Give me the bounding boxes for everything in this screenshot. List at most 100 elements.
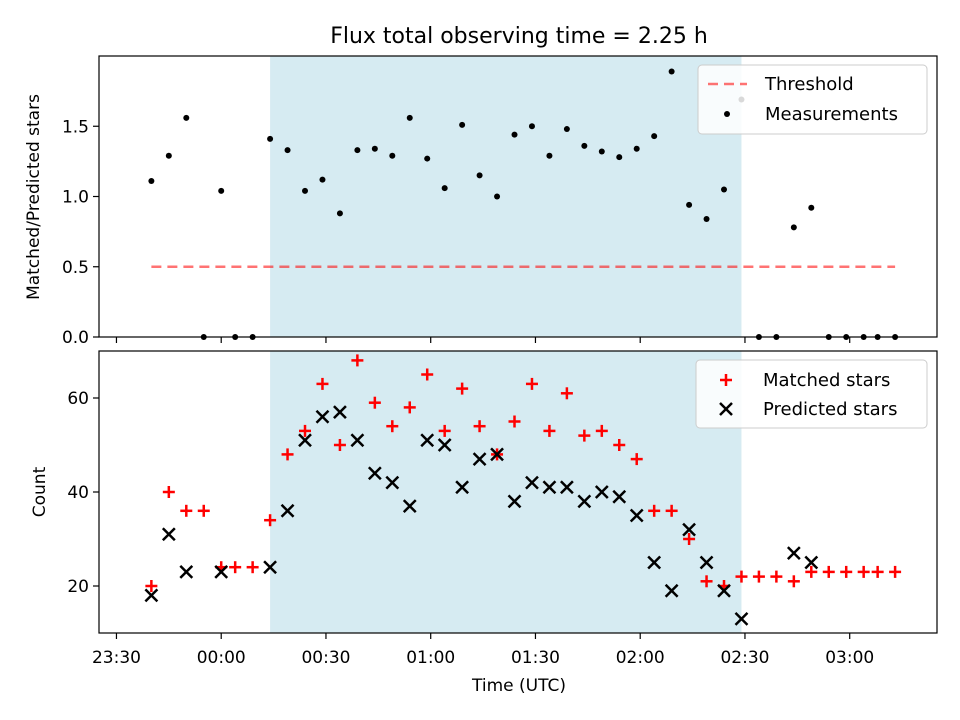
- measurement-point: [494, 193, 501, 200]
- predicted-stars-point-b: [315, 409, 330, 424]
- x-tick-label: 02:00: [616, 648, 665, 668]
- matched-stars-point: [386, 420, 399, 433]
- bottom-legend-box: [695, 359, 928, 429]
- predicted-stars-point-b: [612, 489, 627, 504]
- measurement-point: [459, 121, 466, 128]
- predicted-stars-point: [612, 489, 627, 504]
- y-tick-label: 60: [67, 389, 89, 409]
- measurement-point: [336, 210, 343, 217]
- predicted-stars-point: [577, 494, 592, 509]
- top-y-axis-label: Matched/Predicted stars: [24, 94, 44, 300]
- predicted-stars-point-b: [402, 499, 417, 513]
- matched-stars-point: [889, 565, 902, 578]
- bottom-x-axis: 23:30 00:00 00:30 01:00 01:30 02:00 02:30 03:00: [92, 633, 874, 668]
- measurement-point: [389, 152, 396, 159]
- predicted-stars-point: [472, 452, 487, 466]
- x-axis-label: Time (UTC): [471, 676, 566, 696]
- matched-stars-point: [145, 580, 158, 592]
- predicted-stars-point-b: [298, 433, 312, 448]
- measurement-point: [633, 145, 640, 152]
- predicted-stars-point-b: [559, 480, 574, 495]
- predicted-stars-point-b: [333, 405, 347, 419]
- measurement-point: [284, 147, 291, 154]
- matched-stars-point: [264, 514, 277, 527]
- predicted-stars-point: [786, 546, 801, 560]
- predicted-stars-point-b: [144, 588, 159, 603]
- matched-stars-point: [770, 570, 783, 583]
- predicted-stars-point: [214, 565, 229, 579]
- matched-stars-point: [351, 354, 364, 367]
- measurement-point: [476, 172, 483, 179]
- matched-stars-point: [683, 533, 696, 545]
- matched-stars-point: [197, 504, 210, 517]
- measurement-point: [424, 155, 431, 162]
- x-tick-label: 00:00: [197, 648, 246, 668]
- predicted-stars-legend-label: Predicted stars: [763, 399, 897, 420]
- measurement-point: [165, 152, 172, 159]
- matched-stars-point: [840, 565, 853, 578]
- predicted-stars-point-b: [263, 560, 277, 575]
- predicted-stars-point-b: [472, 452, 487, 466]
- measurement-point: [528, 123, 535, 130]
- predicted-stars-point: [629, 508, 644, 523]
- predicted-stars-point: [298, 433, 312, 448]
- predicted-stars-point: [402, 499, 417, 513]
- matched-stars-point: [665, 504, 678, 517]
- predicted-stars-point: [507, 494, 522, 509]
- predicted-stars-point-b: [214, 565, 229, 579]
- predicted-stars-point: [804, 555, 819, 570]
- predicted-stars-point: [664, 583, 679, 598]
- predicted-stars-point: [525, 475, 539, 490]
- top-panel: 0.0 0.5 1.0 1.5 Matched/Predicted stars Thr…: [24, 55, 938, 348]
- predicted-stars-point-b: [786, 546, 801, 560]
- matched-stars-point: [578, 429, 591, 442]
- predicted-stars-point: [717, 583, 731, 598]
- matched-stars-point: [871, 565, 884, 578]
- predicted-stars-point: [144, 588, 159, 603]
- measurement-point: [441, 185, 448, 192]
- star-count-points: [144, 354, 902, 626]
- matched-stars-point: [180, 504, 193, 517]
- predicted-stars-point-b: [385, 475, 400, 490]
- predicted-stars-point: [734, 612, 749, 626]
- matched-stars-point: [421, 368, 434, 381]
- predicted-stars-point: [179, 565, 194, 579]
- predicted-stars-point-b: [455, 480, 470, 495]
- matched-stars-point: [456, 382, 469, 395]
- measurement-point: [148, 178, 155, 185]
- x-tick-label: 01:30: [511, 648, 560, 668]
- measurement-point: [581, 142, 588, 149]
- measurement-point: [703, 215, 710, 222]
- measurement-point: [563, 126, 570, 133]
- matched-stars-point: [246, 561, 259, 574]
- measurement-point: [183, 114, 190, 121]
- measurement-point: [808, 204, 815, 211]
- matched-stars-point: [648, 504, 661, 517]
- predicted-stars-point: [594, 485, 609, 499]
- bottom-y-axis: 20 40 60: [67, 389, 99, 597]
- measurements-legend-swatch: [724, 111, 730, 117]
- measurement-point: [546, 152, 553, 159]
- observing-interval-shade-bottom: [270, 351, 742, 633]
- measurements-legend-label: Measurements: [765, 104, 898, 125]
- predicted-stars-point: [542, 480, 557, 495]
- predicted-stars-point-b: [734, 612, 749, 626]
- predicted-stars-point-b: [629, 508, 644, 523]
- predicted-stars-point: [333, 405, 347, 419]
- top-legend: Threshold Measurements: [697, 64, 928, 135]
- x-tick-label: 01:00: [406, 648, 455, 668]
- matched-stars-point: [162, 486, 175, 498]
- predicted-stars-point: [455, 480, 470, 495]
- measurement-point: [668, 68, 675, 75]
- measurement-point: [302, 187, 309, 194]
- predicted-stars-legend-swatch: [719, 402, 733, 416]
- predicted-stars-point: [682, 522, 696, 537]
- predicted-stars-point-b: [682, 522, 696, 537]
- x-tick-label: 02:30: [720, 648, 769, 668]
- matched-stars-point: [473, 420, 486, 433]
- measurement-point: [319, 176, 326, 183]
- matched-stars-point: [438, 424, 451, 437]
- matched-stars-legend-swatch: [720, 374, 732, 386]
- predicted-stars-point: [280, 503, 295, 518]
